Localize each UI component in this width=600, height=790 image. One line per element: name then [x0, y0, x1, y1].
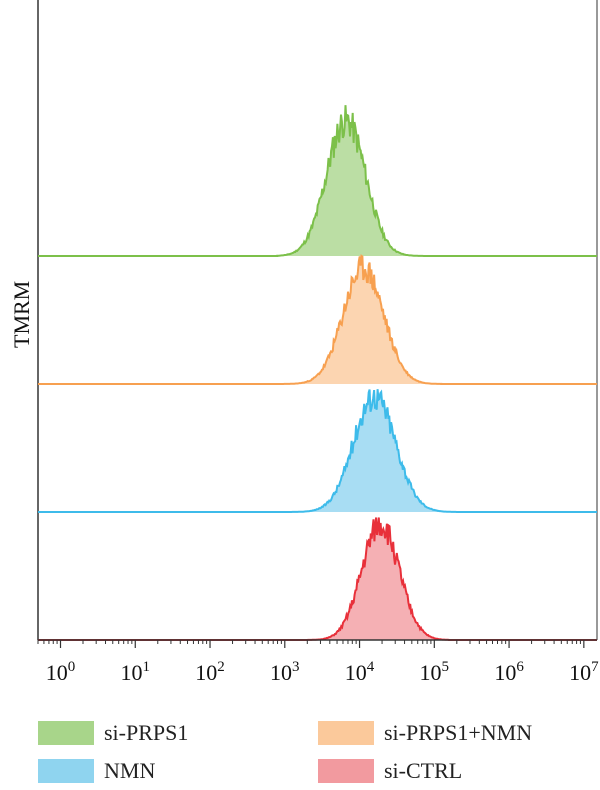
x-tick-label: 102 [195, 659, 225, 685]
legend-item-si-ctrl: si-CTRL [318, 756, 462, 786]
series-si-prps1-nmn [38, 254, 597, 385]
series-area-si-prps1 [38, 105, 597, 256]
x-tick-label: 103 [270, 659, 300, 685]
series-line-si-prps1 [38, 105, 597, 257]
series-si-ctrl [38, 517, 597, 641]
series-nmn [38, 389, 597, 513]
x-tick-label: 104 [345, 659, 375, 685]
x-tick-label: 105 [420, 659, 450, 685]
legend-item-nmn: NMN [38, 756, 155, 786]
series-line-si-prps1-nmn [38, 254, 597, 385]
x-tick-label: 100 [46, 659, 75, 685]
series-line-si-ctrl [38, 517, 597, 641]
series-area-nmn [38, 389, 597, 512]
legend-swatch [318, 721, 374, 745]
x-tick-label: 101 [121, 659, 151, 685]
series-si-prps1 [38, 105, 597, 257]
legend-swatch [38, 759, 94, 783]
legend-swatch [318, 759, 374, 783]
legend-swatch [38, 721, 94, 745]
legend-item-si-prps1-nmn: si-PRPS1+NMN [318, 718, 532, 748]
series-area-si-prps1-nmn [38, 255, 597, 384]
legend-item-si-prps1: si-PRPS1 [38, 718, 188, 748]
x-tick-label: 106 [494, 659, 524, 685]
legend-label: si-CTRL [384, 758, 463, 783]
series-line-nmn [38, 389, 597, 513]
x-tick-label: 107 [569, 659, 599, 685]
legend-label: si-PRPS1 [104, 720, 189, 745]
legend-label: NMN [104, 758, 156, 783]
y-axis-label: TMRM [9, 280, 34, 348]
series-area-si-ctrl [38, 517, 597, 640]
legend-label: si-PRPS1+NMN [384, 720, 533, 745]
